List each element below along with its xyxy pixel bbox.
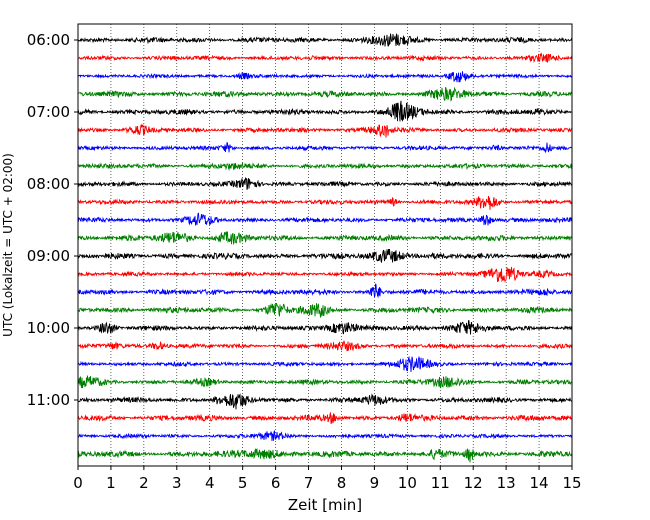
x-tick-label: 1	[106, 474, 116, 492]
y-axis-ticks: 06:00 07:00 08:00 09:00 10:00 11:00	[27, 31, 78, 409]
x-tick-label: 12	[464, 474, 483, 492]
x-tick-label: 13	[497, 474, 516, 492]
trace-line	[77, 86, 573, 102]
x-axis-label: Zeit [min]	[288, 496, 362, 514]
trace-line	[77, 231, 573, 246]
trace-line	[77, 393, 573, 410]
trace-line	[77, 212, 572, 226]
trace-line	[77, 100, 573, 122]
y-tick-label: 08:00	[27, 175, 70, 193]
y-tick-label: 11:00	[27, 391, 70, 409]
trace-line	[77, 340, 573, 352]
x-tick-label: 14	[530, 474, 549, 492]
y-tick-label: 06:00	[27, 31, 70, 49]
trace-line	[77, 195, 573, 210]
y-axis-label: UTC (Lokalzeit = UTC + 02:00)	[1, 153, 15, 337]
x-tick-label: 15	[562, 474, 581, 492]
trace-line	[77, 33, 573, 47]
y-tick-label: 10:00	[27, 319, 70, 337]
trace-line	[77, 52, 573, 63]
x-tick-label: 5	[238, 474, 248, 492]
trace-line	[77, 448, 573, 463]
x-tick-label: 10	[398, 474, 417, 492]
trace-line	[77, 411, 573, 425]
plot-frame	[77, 23, 573, 467]
trace-line	[77, 162, 573, 172]
x-tick-label: 4	[205, 474, 215, 492]
x-tick-label: 3	[172, 474, 182, 492]
seismic-traces	[77, 33, 573, 463]
trace-line	[77, 248, 573, 263]
trace-line	[77, 142, 573, 154]
x-tick-label: 8	[337, 474, 347, 492]
trace-line	[77, 302, 573, 318]
x-tick-label: 2	[139, 474, 149, 492]
trace-line	[77, 283, 573, 299]
x-tick-label: 11	[431, 474, 450, 492]
trace-line	[77, 320, 573, 335]
x-tick-label: 0	[73, 474, 83, 492]
trace-line	[77, 176, 573, 190]
x-tick-label: 7	[304, 474, 314, 492]
trace-line	[77, 123, 573, 138]
x-tick-label: 6	[271, 474, 281, 492]
trace-line	[77, 71, 573, 83]
x-axis-ticks: 0 1 2 3 4 5 6 7 8 9 10 11 12 13 14 15	[73, 466, 582, 492]
y-tick-label: 09:00	[27, 247, 70, 265]
trace-line	[77, 375, 573, 389]
trace-line	[77, 266, 573, 283]
trace-line	[77, 355, 573, 372]
trace-line	[77, 429, 573, 442]
y-tick-label: 07:00	[27, 103, 70, 121]
x-tick-label: 9	[370, 474, 380, 492]
